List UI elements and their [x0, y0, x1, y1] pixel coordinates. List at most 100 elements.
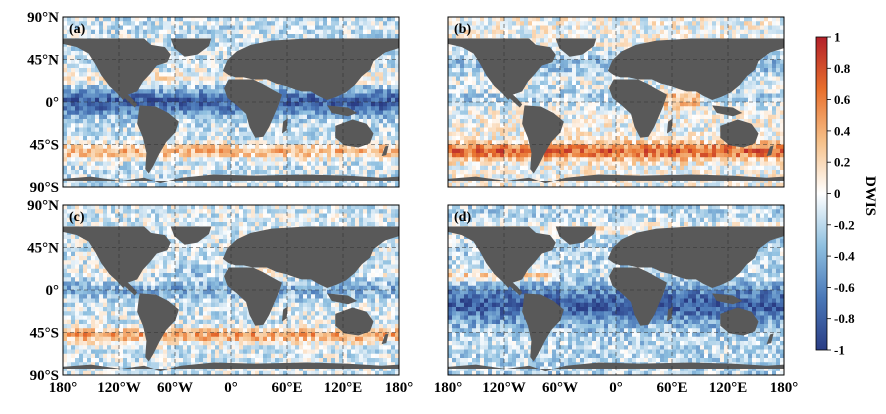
heat-cell	[456, 81, 461, 86]
heat-cell	[311, 128, 316, 133]
heat-cell	[359, 89, 364, 94]
heat-cell	[596, 81, 601, 86]
heat-cell	[107, 119, 112, 124]
heat-cell	[83, 157, 88, 162]
heat-cell	[107, 136, 112, 141]
heat-cell	[223, 153, 228, 158]
heat-cell	[291, 149, 296, 154]
heat-cell	[347, 157, 352, 162]
heat-cell	[363, 26, 368, 31]
heat-cell	[347, 102, 352, 107]
heat-cell	[103, 106, 108, 111]
heat-cell	[375, 115, 380, 120]
heat-cell	[327, 166, 332, 171]
heat-cell	[151, 77, 156, 82]
heat-cell	[307, 157, 312, 162]
heat-cell	[139, 94, 144, 99]
heat-cell	[187, 64, 192, 69]
heat-cell	[135, 136, 140, 141]
heat-cell	[179, 89, 184, 94]
heat-cell	[203, 132, 208, 137]
heat-cell	[600, 89, 605, 94]
heat-cell	[203, 81, 208, 86]
heat-cell	[123, 170, 128, 175]
heat-cell	[680, 17, 685, 22]
heat-cell	[351, 153, 356, 158]
heat-cell	[452, 72, 457, 77]
heat-cell	[95, 89, 100, 94]
heat-cell	[243, 119, 248, 124]
heat-cell	[215, 157, 220, 162]
heat-cell	[299, 17, 304, 22]
heat-cell	[728, 94, 733, 99]
heat-cell	[271, 132, 276, 137]
heat-cell	[219, 102, 224, 107]
heat-cell	[295, 162, 300, 167]
heat-cell	[355, 170, 360, 175]
heat-cell	[63, 145, 68, 150]
heat-cell	[255, 153, 260, 158]
heat-cell	[628, 17, 633, 22]
heat-cell	[215, 34, 220, 39]
heat-cell	[127, 149, 132, 154]
heat-cell	[760, 60, 765, 65]
heat-cell	[772, 64, 777, 69]
heat-cell	[331, 162, 336, 167]
heat-cell	[480, 85, 485, 90]
heat-cell	[600, 77, 605, 82]
heat-cell	[251, 157, 256, 162]
heat-cell	[748, 94, 753, 99]
heat-cell	[231, 149, 236, 154]
heat-cell	[211, 94, 216, 99]
heat-cell	[307, 132, 312, 137]
heat-cell	[772, 77, 777, 82]
heat-cell	[448, 81, 453, 86]
heat-cell	[604, 34, 609, 39]
heat-cell	[127, 162, 132, 167]
heat-cell	[311, 94, 316, 99]
heat-cell	[375, 123, 380, 128]
heat-cell	[63, 170, 68, 175]
heat-cell	[696, 26, 701, 31]
heat-cell	[291, 170, 296, 175]
heat-cell	[119, 102, 124, 107]
heat-cell	[99, 170, 104, 175]
heat-cell	[752, 77, 757, 82]
heat-cell	[103, 26, 108, 31]
heat-cell	[552, 26, 557, 31]
heat-cell	[183, 106, 188, 111]
heat-cell	[596, 94, 601, 99]
heat-cell	[375, 119, 380, 124]
heat-cell	[107, 34, 112, 39]
heat-cell	[95, 153, 100, 158]
heat-cell	[379, 81, 384, 86]
heat-cell	[468, 81, 473, 86]
heat-cell	[584, 26, 589, 31]
heat-cell	[291, 136, 296, 141]
heat-cell	[123, 136, 128, 141]
heat-cell	[71, 64, 76, 69]
heat-cell	[496, 17, 501, 22]
heat-cell	[307, 94, 312, 99]
heat-cell	[476, 34, 481, 39]
heat-cell	[468, 72, 473, 77]
heat-cell	[95, 123, 100, 128]
heat-cell	[191, 72, 196, 77]
heat-cell	[371, 72, 376, 77]
heat-cell	[752, 81, 757, 86]
heat-cell	[383, 30, 388, 35]
heat-cell	[319, 166, 324, 171]
heat-cell	[359, 94, 364, 99]
heat-cell	[756, 72, 761, 77]
heat-cell	[768, 72, 773, 77]
heat-cell	[620, 21, 625, 26]
heat-cell	[319, 111, 324, 116]
heat-cell	[199, 132, 204, 137]
heat-cell	[155, 17, 160, 22]
heat-cell	[191, 132, 196, 137]
heat-cell	[472, 72, 477, 77]
heat-cell	[604, 89, 609, 94]
heat-cell	[235, 153, 240, 158]
heat-cell	[107, 145, 112, 150]
